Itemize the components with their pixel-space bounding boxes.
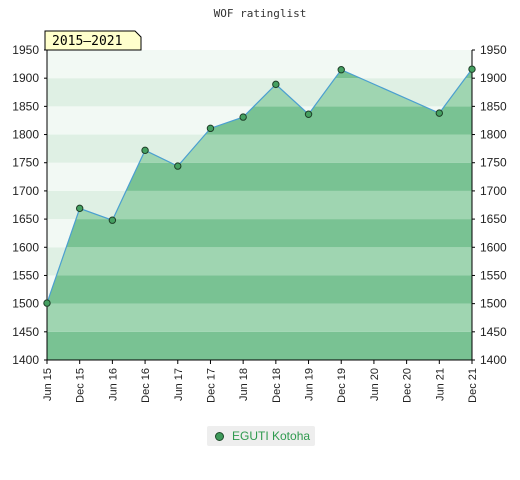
- data-point: [174, 162, 182, 170]
- legend: EGUTI Kotoha: [207, 426, 315, 446]
- chart-title: WOF ratinglist: [214, 7, 307, 20]
- data-point: [239, 113, 247, 121]
- y-tick-label-left: 1700: [12, 184, 39, 198]
- y-tick-label-right: 1450: [480, 325, 507, 339]
- y-tick-label-right: 1600: [480, 240, 507, 254]
- area-band: [47, 275, 472, 304]
- y-tick-label-right: 1700: [480, 184, 507, 198]
- data-points: [43, 65, 476, 307]
- x-tick-label: Jun 16: [107, 368, 119, 401]
- legend-marker-icon: [215, 431, 224, 441]
- y-tick-label-right: 1550: [480, 268, 507, 282]
- x-tick-label: Jun 20: [369, 368, 381, 401]
- area-band: [47, 219, 472, 248]
- x-tick-label: Dec 15: [75, 368, 87, 403]
- data-point: [108, 216, 117, 224]
- y-tick-label-left: 1750: [12, 156, 39, 170]
- y-tick-label-right: 1400: [480, 353, 507, 367]
- y-tick-label-right: 1750: [480, 156, 507, 170]
- data-point: [468, 65, 476, 73]
- data-point: [304, 110, 313, 118]
- y-tick-label-left: 1850: [12, 99, 39, 113]
- area-band: [47, 247, 472, 276]
- series-line-path: [46, 68, 473, 304]
- x-tick-label: Dec 17: [205, 368, 217, 403]
- data-point: [141, 146, 149, 155]
- x-tick-label: Dec 20: [402, 368, 414, 403]
- data-point: [75, 204, 84, 213]
- x-tick-label: Dec 16: [140, 368, 152, 403]
- x-tick-label: Dec 21: [467, 368, 479, 403]
- y-tick-label-left: 1400: [12, 353, 39, 367]
- series-line: [46, 68, 473, 304]
- y-tick-label-right: 1800: [480, 128, 507, 142]
- y-tick-label-left: 1550: [12, 268, 39, 282]
- y-tick-label-left: 1650: [12, 212, 39, 226]
- x-tick-label: Jun 21: [434, 368, 446, 401]
- y-tick-label-left: 1800: [12, 128, 39, 142]
- data-point: [435, 109, 444, 117]
- data-point: [206, 124, 215, 133]
- x-tick-label: Jun 18: [238, 368, 250, 401]
- x-tick-label: Dec 18: [271, 368, 283, 403]
- y-tick-label-right: 1850: [480, 99, 507, 113]
- data-point: [43, 299, 51, 307]
- y-tick-label-left: 1950: [12, 43, 39, 57]
- x-tick-label: Jun 19: [304, 368, 316, 401]
- y-tick-label-left: 1500: [12, 297, 39, 311]
- legend-label: EGUTI Kotoha: [232, 429, 311, 443]
- y-tick-label-left: 1450: [12, 325, 39, 339]
- area-band: [47, 303, 472, 332]
- period-badge: 2015–2021: [44, 30, 142, 51]
- y-tick-label-left: 1900: [12, 71, 39, 85]
- y-tick-label-left: 1600: [12, 240, 39, 254]
- y-tick-label-right: 1650: [480, 212, 507, 226]
- period-badge-text: 2015–2021: [52, 34, 122, 49]
- x-tick-label: Jun 17: [173, 368, 185, 401]
- y-tick-label-right: 1900: [480, 71, 507, 85]
- y-tick-label-right: 1500: [480, 297, 507, 311]
- x-tick-label: Dec 19: [336, 368, 348, 403]
- data-point: [272, 80, 280, 89]
- axes: 1400 1400 1450 1450 1500 1500 1550 1550 1600 1600…: [12, 43, 507, 403]
- x-tick-label: Jun 15: [42, 368, 54, 401]
- data-point: [337, 66, 345, 74]
- area-band: [47, 331, 472, 360]
- background-band: [47, 50, 472, 79]
- y-tick-label-right: 1950: [480, 43, 507, 57]
